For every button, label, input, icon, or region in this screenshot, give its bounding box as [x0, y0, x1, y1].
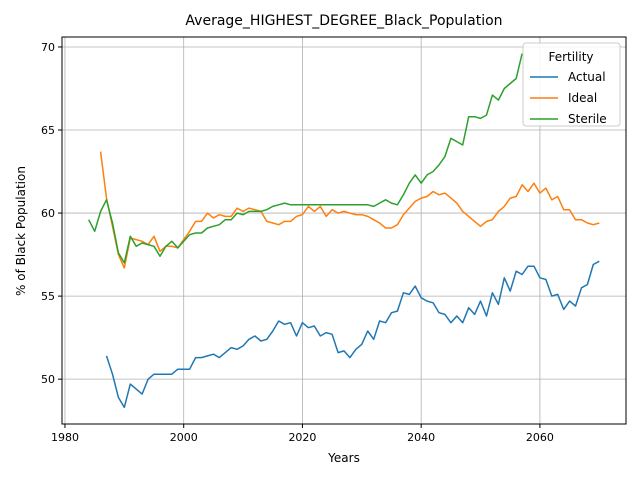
series-line-actual [107, 261, 600, 407]
x-tick-label: 2020 [288, 431, 316, 444]
x-axis-ticks: 1980 2000 2020 2040 2060 [51, 424, 554, 444]
series-line-ideal [101, 152, 600, 268]
y-tick-label: 65 [41, 124, 55, 137]
y-axis-ticks: 50 55 60 65 70 [41, 41, 62, 386]
legend: Fertility Actual Ideal Sterile [523, 43, 620, 126]
y-axis-label: % of Black Population [14, 166, 28, 296]
y-tick-label: 60 [41, 207, 55, 220]
legend-title: Fertility [548, 50, 593, 64]
x-tick-label: 1980 [51, 431, 79, 444]
chart-title: Average_HIGHEST_DEGREE_Black_Population [185, 13, 502, 29]
y-tick-label: 70 [41, 41, 55, 54]
legend-label-ideal: Ideal [568, 91, 597, 105]
x-tick-label: 2040 [407, 431, 435, 444]
legend-label-sterile: Sterile [568, 112, 607, 126]
legend-label-actual: Actual [568, 70, 606, 84]
x-tick-label: 2060 [526, 431, 554, 444]
y-tick-label: 50 [41, 373, 55, 386]
y-tick-label: 55 [41, 290, 55, 303]
x-tick-label: 2000 [170, 431, 198, 444]
series-line-sterile [89, 54, 522, 263]
x-axis-label: Years [327, 451, 360, 465]
